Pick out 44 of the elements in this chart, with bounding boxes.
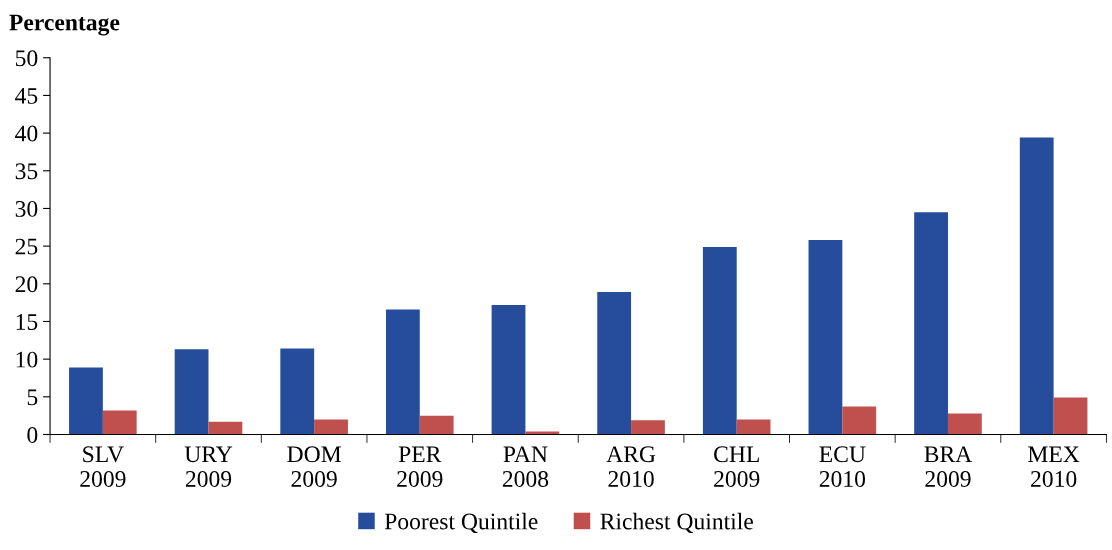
legend-label: Poorest Quintile [384, 512, 538, 534]
bar [525, 431, 560, 435]
y-tick-label: 35 [15, 163, 38, 180]
bar [491, 304, 526, 435]
x-tick-label: BRA 2009 [924, 446, 973, 487]
y-tick-label: 30 [15, 200, 38, 217]
bar [808, 240, 843, 435]
legend-label: Richest Quintile [600, 512, 753, 534]
bar [174, 349, 209, 435]
bar [102, 410, 137, 435]
x-tick-label: MEX 2010 [1028, 446, 1080, 487]
y-tick-label: 40 [15, 125, 38, 142]
bar [419, 415, 454, 435]
bar [385, 309, 420, 435]
y-tick-label: 15 [16, 314, 38, 330]
bar [69, 367, 103, 435]
x-tick-label: ECU 2010 [819, 446, 866, 487]
x-tick-label: URY 2009 [184, 446, 233, 487]
bar [597, 292, 632, 435]
bar [280, 348, 315, 435]
y-tick-label: 20 [15, 276, 38, 293]
y-tick-label: 10 [16, 351, 38, 368]
x-tick-label: PAN 2008 [502, 446, 549, 487]
y-tick-label: 45 [15, 88, 38, 104]
bar [736, 419, 771, 435]
y-tick-label: 5 [27, 389, 38, 406]
y-tick-label: 25 [15, 238, 38, 255]
bar [1019, 137, 1054, 435]
y-tick-label: 50 [16, 50, 38, 67]
bar [1053, 397, 1088, 435]
x-tick-label: PER 2009 [397, 446, 443, 487]
bar [842, 406, 877, 435]
bar [702, 246, 737, 435]
x-tick-label: SLV 2009 [80, 446, 126, 487]
bar [208, 421, 243, 435]
x-tick-label: CHL 2009 [714, 446, 760, 487]
y-axis-title: Percentage [9, 14, 120, 36]
bar [947, 413, 982, 435]
bar [314, 419, 348, 435]
x-tick-label: DOM 2009 [287, 446, 341, 487]
y-tick-label: 0 [27, 426, 38, 443]
bar [914, 212, 948, 435]
x-tick-label: ARG 2010 [606, 446, 656, 487]
bar [631, 420, 665, 435]
